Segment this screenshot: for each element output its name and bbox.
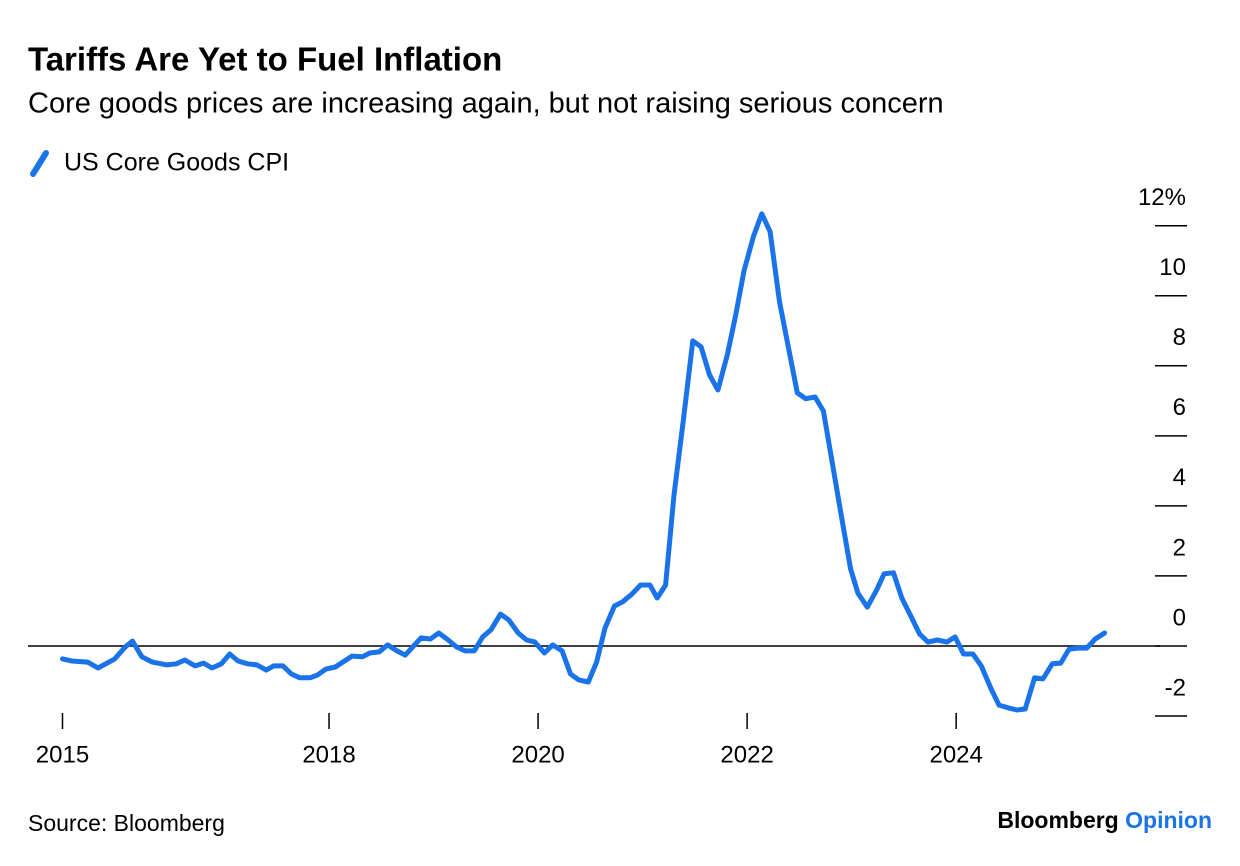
y-tick-label: 12% — [1138, 184, 1186, 211]
brand: Bloomberg Opinion — [997, 807, 1212, 833]
y-tick-label: 10 — [1159, 254, 1186, 281]
y-tick-label: 0 — [1173, 604, 1186, 631]
y-tick-label: 6 — [1173, 394, 1186, 421]
x-tick-label: 2020 — [511, 741, 564, 768]
brand-name: Bloomberg — [997, 807, 1118, 833]
x-tick-label: 2015 — [36, 741, 89, 768]
y-tick-label: 4 — [1173, 464, 1186, 491]
data-line — [60, 211, 1108, 713]
chart-title: Tariffs Are Yet to Fuel Inflation — [28, 41, 502, 78]
y-tick-label: 2 — [1173, 534, 1186, 561]
x-tick-label: 2018 — [302, 741, 355, 768]
legend-label: US Core Goods CPI — [64, 149, 289, 177]
x-tick-label: 2024 — [929, 741, 982, 768]
x-tick-label: 2022 — [720, 741, 773, 768]
chart-subtitle: Core goods prices are increasing again, … — [28, 88, 944, 120]
legend-swatch — [30, 150, 49, 177]
y-tick-label: 8 — [1173, 324, 1186, 351]
brand-suffix: Opinion — [1125, 807, 1212, 833]
source: Source: Bloomberg — [28, 810, 225, 836]
y-tick-label: -2 — [1165, 674, 1186, 701]
